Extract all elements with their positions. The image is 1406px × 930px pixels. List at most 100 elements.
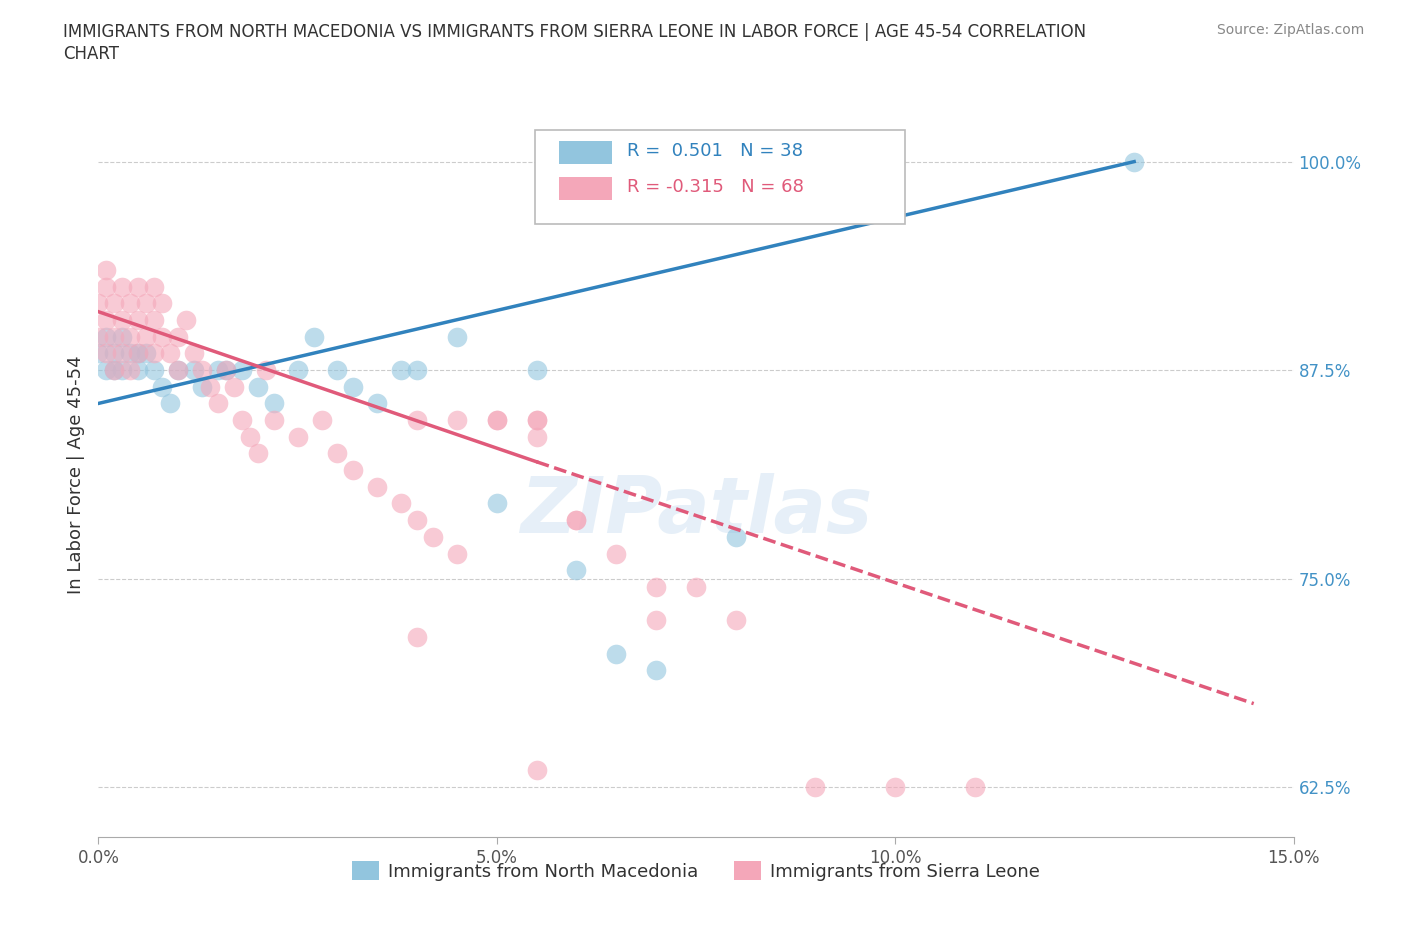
Point <box>103 363 125 378</box>
Point <box>143 346 166 361</box>
Point <box>215 363 238 378</box>
Point <box>191 379 214 394</box>
Point <box>485 413 508 428</box>
Text: IMMIGRANTS FROM NORTH MACEDONIA VS IMMIGRANTS FROM SIERRA LEONE IN LABOR FORCE |: IMMIGRANTS FROM NORTH MACEDONIA VS IMMIG… <box>63 23 1087 41</box>
Point <box>287 430 309 445</box>
Point <box>207 363 229 378</box>
Point <box>183 363 205 378</box>
Point <box>103 363 125 378</box>
Point <box>87 329 110 344</box>
Point <box>96 279 118 294</box>
Point <box>143 279 166 294</box>
Text: ZIPatlas: ZIPatlas <box>520 472 872 549</box>
Point <box>135 296 157 311</box>
Point <box>174 312 197 327</box>
Point <box>127 346 149 361</box>
Text: R =  0.501   N = 38: R = 0.501 N = 38 <box>627 142 803 160</box>
Legend: Immigrants from North Macedonia, Immigrants from Sierra Leone: Immigrants from North Macedonia, Immigra… <box>343 852 1049 890</box>
Point <box>326 363 349 378</box>
Point <box>422 529 444 544</box>
Point <box>311 413 333 428</box>
Point <box>183 346 205 361</box>
Point <box>406 363 429 378</box>
Point <box>191 363 214 378</box>
Point <box>884 779 907 794</box>
Point <box>111 329 134 344</box>
Point <box>135 346 157 361</box>
Point <box>120 296 142 311</box>
Point <box>87 346 110 361</box>
Point <box>526 763 548 777</box>
Point <box>198 379 221 394</box>
Point <box>565 512 588 527</box>
Point <box>215 363 238 378</box>
Point <box>103 296 125 311</box>
Point <box>159 396 181 411</box>
FancyBboxPatch shape <box>534 130 905 224</box>
Point <box>120 363 142 378</box>
Point <box>96 346 118 361</box>
Point <box>526 363 548 378</box>
Point <box>263 413 285 428</box>
Point <box>127 363 149 378</box>
Point <box>96 363 118 378</box>
Point <box>143 312 166 327</box>
Point <box>135 329 157 344</box>
Point <box>167 363 190 378</box>
Point <box>645 579 668 594</box>
Point <box>150 329 173 344</box>
Text: R = -0.315   N = 68: R = -0.315 N = 68 <box>627 179 804 196</box>
FancyBboxPatch shape <box>558 140 613 164</box>
Point <box>389 496 412 511</box>
Point <box>342 463 364 478</box>
Point <box>526 413 548 428</box>
Point <box>111 346 134 361</box>
Point <box>485 496 508 511</box>
Point <box>96 329 118 344</box>
Point <box>302 329 325 344</box>
Point <box>111 363 134 378</box>
Point <box>103 346 125 361</box>
Point <box>645 613 668 628</box>
Point <box>150 379 173 394</box>
Point <box>485 413 508 428</box>
Point <box>446 546 468 561</box>
Point <box>143 363 166 378</box>
Point <box>127 279 149 294</box>
Point <box>120 329 142 344</box>
Point <box>96 312 118 327</box>
Point <box>963 779 986 794</box>
Point <box>127 346 149 361</box>
Point <box>150 296 173 311</box>
Point <box>446 413 468 428</box>
Point <box>406 413 429 428</box>
Point <box>724 613 747 628</box>
Point <box>207 396 229 411</box>
Point <box>526 430 548 445</box>
Point <box>366 396 388 411</box>
Point <box>246 379 269 394</box>
Point <box>263 396 285 411</box>
Point <box>406 512 429 527</box>
Point <box>389 363 412 378</box>
Point <box>645 663 668 678</box>
Point <box>804 779 827 794</box>
Text: Source: ZipAtlas.com: Source: ZipAtlas.com <box>1216 23 1364 37</box>
Point <box>159 346 181 361</box>
Point <box>167 363 190 378</box>
Point <box>120 346 142 361</box>
Point <box>406 630 429 644</box>
Point <box>605 646 627 661</box>
Point <box>167 329 190 344</box>
Point <box>724 529 747 544</box>
Point <box>326 446 349 461</box>
Y-axis label: In Labor Force | Age 45-54: In Labor Force | Age 45-54 <box>66 355 84 593</box>
Point <box>526 413 548 428</box>
Point <box>127 312 149 327</box>
Point <box>222 379 245 394</box>
Point <box>231 363 253 378</box>
Point <box>103 329 125 344</box>
Point <box>565 563 588 578</box>
Point <box>446 329 468 344</box>
Point <box>685 579 707 594</box>
